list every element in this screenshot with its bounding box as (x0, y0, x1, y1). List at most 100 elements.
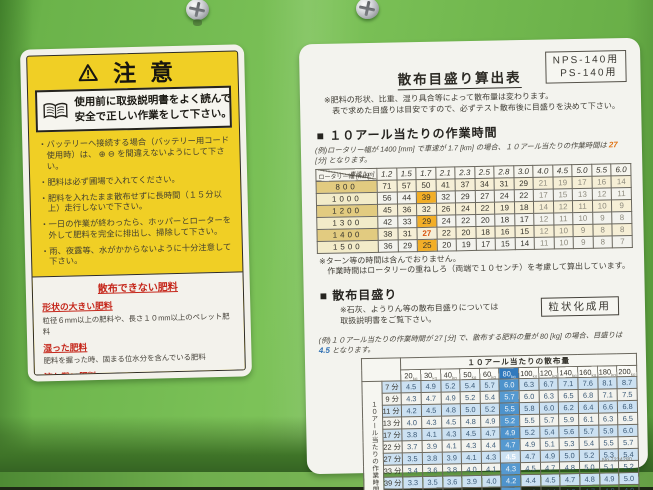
work-time-value-cell: 19 (494, 201, 515, 214)
work-time-value-cell: 34 (474, 177, 495, 191)
minutes-cell: 17 分 (382, 429, 403, 442)
scale-value-cell: 4.8 (579, 473, 600, 486)
scale-value-cell: 5.7 (539, 414, 560, 427)
speed-header-cell: 1.7 (415, 166, 436, 180)
scale-value-cell: 3.5 (422, 476, 443, 489)
work-time-value-cell: 29 (513, 176, 534, 190)
work-time-value-cell: 15 (514, 224, 535, 238)
work-time-value-cell: 18 (494, 213, 515, 226)
amount-value: 50 (463, 369, 472, 379)
example-highlight-value: 27 (608, 139, 618, 149)
scale-value-cell: 3.7 (402, 440, 423, 454)
scale-value-cell: 6.3 (538, 390, 559, 403)
scale-value-cell: 5.9 (598, 425, 619, 438)
scale-value-cell: 5.2 (500, 414, 520, 428)
scale-value-cell: 4.8 (460, 415, 481, 429)
work-time-value-cell: 7 (612, 235, 633, 248)
scale-value-cell: 3.9 (461, 475, 482, 489)
amount-header-cell: 20kg (400, 369, 421, 382)
amount-header-cell: 100kg (518, 367, 539, 379)
work-time-axis-cell: １０アール当たりの作業時間 (361, 381, 385, 490)
caution-bullet: ・一日の作業が終わったら、ホッパーとローターを外して肥料を完全に排出し、掃除して… (40, 214, 232, 241)
kg-unit: kg (552, 372, 557, 379)
scale-value-cell: 6.1 (578, 413, 599, 426)
scale-value-cell: 5.4 (539, 426, 560, 439)
scale-value-cell: 4.7 (500, 438, 521, 452)
scale-value-cell: 4.1 (441, 440, 462, 453)
amount-header-cell: 30kg (420, 368, 441, 381)
work-time-value-cell: 21 (533, 176, 554, 189)
work-time-value-cell: 56 (377, 191, 398, 204)
work-time-value-cell: 22 (455, 214, 476, 227)
scale-value-cell: 3.8 (402, 428, 422, 442)
scale-value-cell: 4.9 (619, 484, 640, 490)
scale-value-cell: 4.8 (559, 461, 580, 475)
work-time-value-cell: 9 (592, 211, 613, 224)
work-time-value-cell: 10 (553, 236, 574, 249)
speed-header-cell: 4.0 (533, 164, 553, 177)
work-time-value-cell: 10 (592, 199, 613, 212)
scale-value-cell: 4.5 (520, 462, 541, 475)
scale-value-cell: 4.7 (540, 462, 561, 475)
scale-value-cell: 5.2 (440, 380, 461, 393)
amount-header-cell: 200kg (616, 365, 637, 378)
work-time-value-cell: 32 (435, 190, 456, 203)
work-time-value-cell: 29 (416, 214, 437, 228)
minutes-cell: 13 分 (382, 417, 403, 430)
scale-value-cell: 5.0 (579, 461, 600, 474)
work-time-value-cell: 22 (513, 188, 534, 202)
scale-value-cell: 3.6 (442, 476, 463, 489)
work-time-value-cell: 41 (435, 178, 456, 191)
work-time-value-cell: 14 (514, 236, 535, 250)
work-time-value-cell: 14 (611, 175, 632, 188)
scale-value-cell: 3.9 (421, 440, 442, 453)
work-time-value-cell: 27 (416, 226, 437, 240)
scale-value-cell: 4.5 (500, 450, 521, 464)
work-time-value-cell: 10 (553, 224, 574, 237)
scale-value-cell: 4.4 (520, 474, 541, 487)
fertilizer-type-name: 流れ難い肥料 (44, 366, 236, 375)
scale-value-cell: 5.7 (499, 390, 520, 404)
amount-header-cell: 160kg (577, 365, 598, 378)
granular-fertilizer-badge: 粒状化成用 (540, 296, 620, 317)
scale-value-cell: 4.9 (520, 438, 541, 451)
work-time-value-cell: 25 (417, 238, 437, 252)
scale-value-cell: 6.7 (538, 378, 559, 391)
amount-value: 100 (520, 368, 533, 378)
amount-value: 40 (443, 369, 452, 380)
scale-value-cell: 6.8 (578, 389, 599, 402)
scale-value-cell: 4.1 (481, 463, 502, 476)
scale-value-cell: 4.9 (599, 473, 620, 486)
work-time-value-cell: 19 (456, 238, 477, 251)
kg-unit: kg (471, 374, 477, 380)
work-time-value-cell: 57 (396, 179, 417, 192)
minutes-cell: 33 分 (383, 465, 404, 478)
scale-example: (例)１０アール当たりの作業時間が 27 [分] で、散布する肥料の量が 80 … (319, 330, 634, 356)
model-name: PS-140用 (560, 67, 618, 80)
open-book-icon (43, 103, 68, 119)
corner-cell (361, 357, 402, 382)
work-time-value-cell: 11 (534, 236, 555, 249)
scale-value-cell: 5.8 (519, 402, 540, 415)
scale-value-cell: 5.0 (559, 449, 580, 463)
caution-bullet: ・肥料を入れたまま散布せずに長時間（１５分以上）走行しないで下さい。 (39, 188, 222, 214)
scale-value-cell: 5.2 (519, 426, 540, 439)
work-time-value-cell: 16 (591, 175, 612, 188)
scale-value-cell: 4.7 (421, 392, 441, 405)
scale-value-cell: 4.3 (441, 428, 462, 441)
phillips-screw-icon (356, 0, 379, 19)
work-time-value-cell: 10 (572, 211, 593, 225)
work-time-value-cell: 8 (612, 211, 632, 224)
minutes-cell: 7 分 (381, 381, 402, 394)
work-time-value-cell: 12 (534, 224, 554, 237)
scale-value-cell: 4.4 (480, 439, 501, 452)
scale-value-cell: 4.5 (401, 380, 422, 394)
scale-value-cell: 5.4 (460, 379, 480, 393)
scale-value-cell: 3.5 (402, 452, 423, 466)
scale-value-cell: 4.3 (481, 451, 501, 464)
minutes-cell: 11 分 (381, 405, 402, 418)
kg-unit: kg (491, 374, 497, 380)
work-time-example: (例)ロータリー幅が 1400 [mm] で車速が 1.7 [km] の場合、１… (315, 140, 630, 166)
kg-unit: kg (571, 372, 577, 378)
